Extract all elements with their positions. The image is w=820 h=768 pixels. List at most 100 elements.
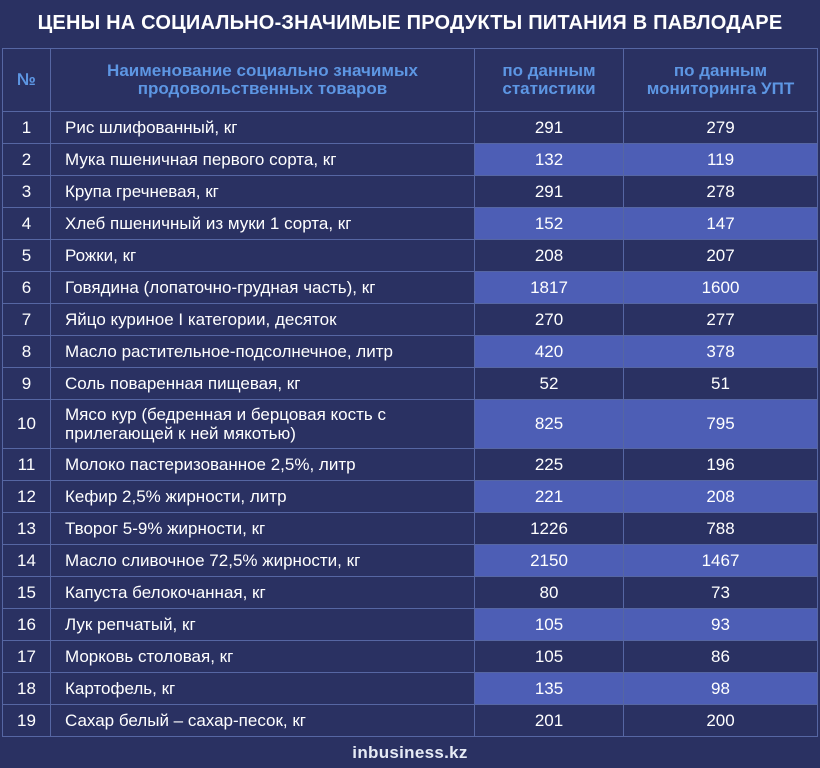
statistics-price: 201 [474, 704, 624, 737]
table-row: 16 Лук репчатый, кг 105 93 [2, 608, 818, 641]
header-statistics: по данным статистики [474, 48, 624, 112]
monitoring-price: 207 [623, 239, 818, 272]
product-name: Мясо кур (бедренная и берцовая кость с п… [50, 399, 475, 449]
table-row: 19 Сахар белый – сахар-песок, кг 201 200 [2, 704, 818, 737]
monitoring-price: 788 [623, 512, 818, 545]
monitoring-price: 378 [623, 335, 818, 368]
statistics-price: 291 [474, 175, 624, 208]
table-row: 18 Картофель, кг 135 98 [2, 672, 818, 705]
statistics-price: 221 [474, 480, 624, 513]
header-monitoring: по данным мониторинга УПТ [623, 48, 818, 112]
table-row: 5 Рожки, кг 208 207 [2, 239, 818, 272]
monitoring-price: 73 [623, 576, 818, 609]
table-row: 14 Масло сливочное 72,5% жирности, кг 21… [2, 544, 818, 577]
monitoring-price: 277 [623, 303, 818, 336]
monitoring-price: 119 [623, 143, 818, 176]
row-number: 5 [2, 239, 51, 272]
statistics-price: 105 [474, 640, 624, 673]
row-number: 13 [2, 512, 51, 545]
table-row: 12 Кефир 2,5% жирности, литр 221 208 [2, 480, 818, 513]
row-number: 7 [2, 303, 51, 336]
product-name: Кефир 2,5% жирности, литр [50, 480, 475, 513]
statistics-price: 291 [474, 111, 624, 144]
statistics-price: 225 [474, 448, 624, 481]
table-row: 9 Соль поваренная пищевая, кг 52 51 [2, 367, 818, 400]
table-row: 2 Мука пшеничная первого сорта, кг 132 1… [2, 143, 818, 176]
product-name: Молоко пастеризованное 2,5%, литр [50, 448, 475, 481]
table-row: 15 Капуста белокочанная, кг 80 73 [2, 576, 818, 609]
table-row: 8 Масло растительное-подсолнечное, литр … [2, 335, 818, 368]
monitoring-price: 279 [623, 111, 818, 144]
product-name: Яйцо куриное I категории, десяток [50, 303, 475, 336]
row-number: 15 [2, 576, 51, 609]
row-number: 11 [2, 448, 51, 481]
product-name: Картофель, кг [50, 672, 475, 705]
statistics-price: 420 [474, 335, 624, 368]
source-logo: inbusiness.kz [352, 742, 468, 762]
statistics-price: 270 [474, 303, 624, 336]
header-number: № [2, 48, 51, 112]
monitoring-price: 196 [623, 448, 818, 481]
monitoring-price: 278 [623, 175, 818, 208]
monitoring-price: 200 [623, 704, 818, 737]
product-name: Говядина (лопаточно-грудная часть), кг [50, 271, 475, 304]
statistics-price: 132 [474, 143, 624, 176]
table-row: 1 Рис шлифованный, кг 291 279 [2, 111, 818, 144]
monitoring-price: 1467 [623, 544, 818, 577]
product-name: Капуста белокочанная, кг [50, 576, 475, 609]
row-number: 9 [2, 367, 51, 400]
header-product-name: Наименование социально значимых продовол… [50, 48, 475, 112]
table-row: 4 Хлеб пшеничный из муки 1 сорта, кг 152… [2, 207, 818, 240]
statistics-price: 152 [474, 207, 624, 240]
statistics-price: 1817 [474, 271, 624, 304]
product-name: Рожки, кг [50, 239, 475, 272]
product-name: Масло сливочное 72,5% жирности, кг [50, 544, 475, 577]
row-number: 16 [2, 608, 51, 641]
statistics-price: 825 [474, 399, 624, 449]
product-name: Масло растительное-подсолнечное, литр [50, 335, 475, 368]
statistics-price: 105 [474, 608, 624, 641]
monitoring-price: 795 [623, 399, 818, 449]
monitoring-price: 51 [623, 367, 818, 400]
product-name: Соль поваренная пищевая, кг [50, 367, 475, 400]
product-name: Творог 5-9% жирности, кг [50, 512, 475, 545]
table-row: 6 Говядина (лопаточно-грудная часть), кг… [2, 271, 818, 304]
row-number: 19 [2, 704, 51, 737]
product-name: Рис шлифованный, кг [50, 111, 475, 144]
table-row: 7 Яйцо куриное I категории, десяток 270 … [2, 303, 818, 336]
price-table: № Наименование социально значимых продов… [2, 48, 818, 737]
monitoring-price: 208 [623, 480, 818, 513]
row-number: 2 [2, 143, 51, 176]
product-name: Сахар белый – сахар-песок, кг [50, 704, 475, 737]
table-row: 10 Мясо кур (бедренная и берцовая кость … [2, 399, 818, 449]
table-row: 11 Молоко пастеризованное 2,5%, литр 225… [2, 448, 818, 481]
monitoring-price: 98 [623, 672, 818, 705]
statistics-price: 52 [474, 367, 624, 400]
table-row: 3 Крупа гречневая, кг 291 278 [2, 175, 818, 208]
table-header-row: № Наименование социально значимых продов… [2, 48, 818, 112]
monitoring-price: 147 [623, 207, 818, 240]
statistics-price: 208 [474, 239, 624, 272]
monitoring-price: 93 [623, 608, 818, 641]
statistics-price: 135 [474, 672, 624, 705]
statistics-price: 2150 [474, 544, 624, 577]
row-number: 4 [2, 207, 51, 240]
row-number: 10 [2, 399, 51, 449]
table-row: 17 Морковь столовая, кг 105 86 [2, 640, 818, 673]
row-number: 6 [2, 271, 51, 304]
table-row: 13 Творог 5-9% жирности, кг 1226 788 [2, 512, 818, 545]
row-number: 12 [2, 480, 51, 513]
row-number: 17 [2, 640, 51, 673]
statistics-price: 1226 [474, 512, 624, 545]
row-number: 3 [2, 175, 51, 208]
monitoring-price: 86 [623, 640, 818, 673]
row-number: 18 [2, 672, 51, 705]
product-name: Мука пшеничная первого сорта, кг [50, 143, 475, 176]
page-title: ЦЕНЫ НА СОЦИАЛЬНО-ЗНАЧИМЫЕ ПРОДУКТЫ ПИТА… [37, 11, 783, 34]
row-number: 1 [2, 111, 51, 144]
product-name: Хлеб пшеничный из муки 1 сорта, кг [50, 207, 475, 240]
product-name: Лук репчатый, кг [50, 608, 475, 641]
statistics-price: 80 [474, 576, 624, 609]
row-number: 8 [2, 335, 51, 368]
